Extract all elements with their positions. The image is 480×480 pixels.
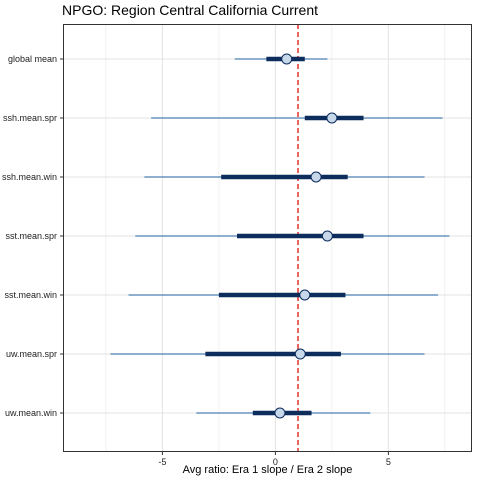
point-estimate (281, 53, 293, 65)
point-estimate (326, 112, 338, 124)
point-estimate (299, 289, 311, 301)
category-label: sst.mean.spr (5, 231, 57, 241)
category-label: uw.mean.win (5, 408, 57, 418)
category-label: ssh.mean.win (2, 172, 57, 182)
x-tick-label: 0 (273, 457, 278, 467)
x-axis-ticks: -5 0 5 (158, 452, 391, 467)
estimate-marks (110, 53, 450, 419)
category-label: sst.mean.win (4, 290, 57, 300)
x-tick-label: -5 (158, 457, 166, 467)
chart-title: NPGO: Region Central California Current (62, 2, 318, 18)
point-estimate (294, 348, 306, 360)
category-labels: global mean ssh.mean.spr ssh.mean.win sst.m… (2, 54, 63, 418)
x-tick-label: 5 (386, 457, 391, 467)
category-label: uw.mean.spr (6, 349, 57, 359)
category-label: ssh.mean.spr (3, 113, 57, 123)
category-label: global mean (8, 54, 57, 64)
plot-panel-border (63, 24, 472, 452)
point-estimate (321, 230, 333, 242)
point-estimate (310, 171, 322, 183)
point-estimate (274, 407, 286, 419)
x-axis-title: Avg ratio: Era 1 slope / Era 2 slope (183, 464, 353, 476)
